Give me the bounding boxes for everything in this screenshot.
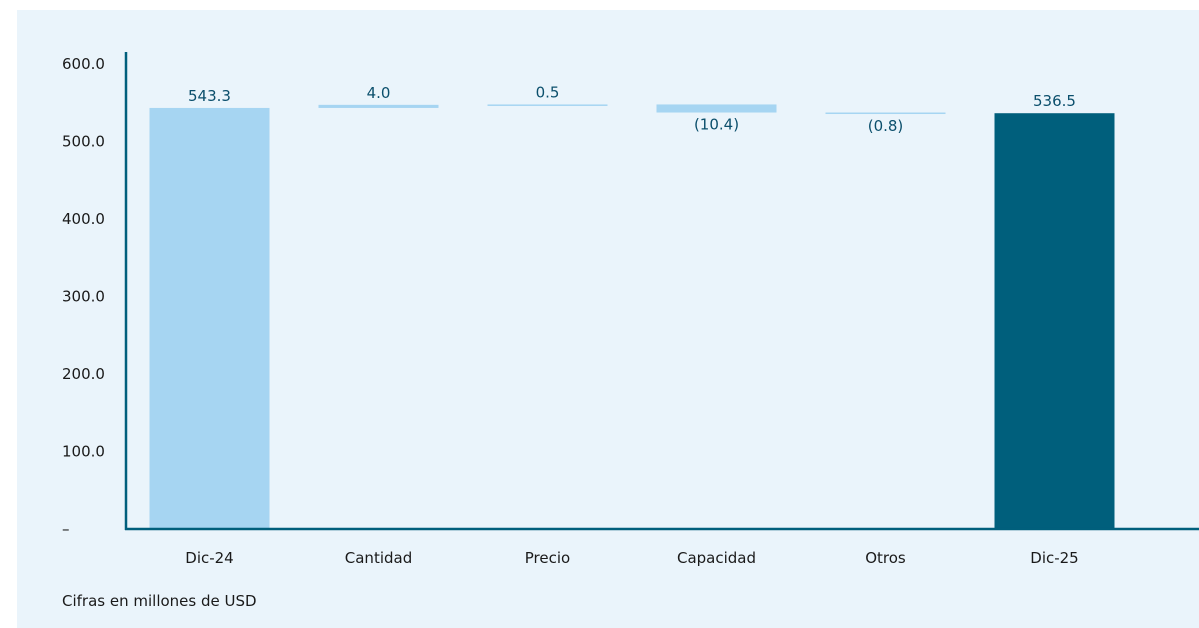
y-tick-label: – — [62, 520, 70, 538]
bar-dic-24 — [149, 107, 270, 529]
x-category-label: Precio — [525, 549, 570, 567]
data-label: (0.8) — [868, 117, 904, 135]
bar-otros — [825, 112, 946, 115]
bar-dic-25 — [994, 113, 1115, 530]
data-label: 4.0 — [367, 84, 391, 102]
data-label: 543.3 — [188, 87, 231, 105]
bar-cantidad — [318, 104, 439, 108]
bar-capacidad — [656, 104, 777, 113]
units-footnote: Cifras en millones de USD — [62, 592, 257, 610]
bar-precio — [487, 104, 608, 106]
y-tick-label: 200.0 — [62, 365, 105, 383]
y-tick-label: 400.0 — [62, 210, 105, 228]
x-category-label: Dic-25 — [1030, 549, 1078, 567]
x-category-label: Capacidad — [677, 549, 756, 567]
x-category-label: Cantidad — [345, 549, 412, 567]
y-tick-label: 500.0 — [62, 133, 105, 151]
y-tick-label: 300.0 — [62, 288, 105, 306]
y-tick-label: 100.0 — [62, 443, 105, 461]
y-tick-label: 600.0 — [62, 55, 105, 73]
data-label: 0.5 — [536, 83, 560, 101]
x-category-label: Dic-24 — [185, 549, 233, 567]
data-label: (10.4) — [694, 116, 739, 134]
data-label: 536.5 — [1033, 92, 1076, 110]
x-category-label: Otros — [865, 549, 906, 567]
